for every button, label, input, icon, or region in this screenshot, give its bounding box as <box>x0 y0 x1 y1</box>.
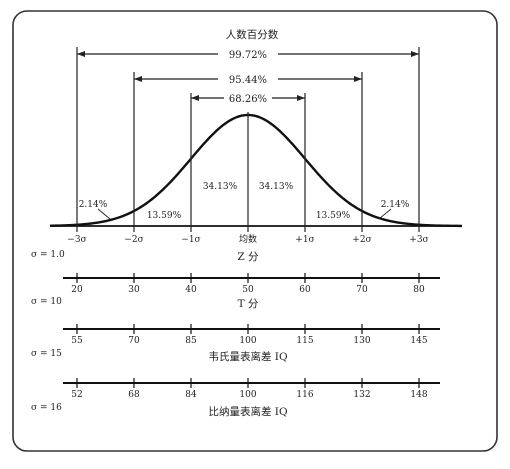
region-right-outer: 2.14% <box>381 200 410 210</box>
bracket-68: 68.26% <box>191 94 305 105</box>
scale-z-tick-label: +3σ <box>409 235 428 245</box>
scale-stanford: 55 70 85 100 115 130 145 σ = 15 韦氏量表离差 I… <box>31 324 440 363</box>
normal-curve <box>49 113 463 228</box>
scale-stanford-tick-label: 115 <box>296 336 313 346</box>
scale-binet-tick-label: 116 <box>296 390 313 400</box>
region-left-outer-pointer <box>97 208 111 220</box>
scale-binet: 52 68 84 100 116 132 148 σ = 16 比纳量表离差 I… <box>31 378 440 418</box>
scale-t-tick-label: 30 <box>128 285 140 295</box>
scale-z-tick-label: +1σ <box>295 235 314 245</box>
scale-stanford-tick-label: 130 <box>353 336 370 346</box>
scale-binet-tick-label: 52 <box>71 390 82 400</box>
scale-t-tick-label: 50 <box>242 285 254 295</box>
scale-z-tick-label: 均数 <box>239 233 257 245</box>
scale-binet-tick-label: 68 <box>128 390 140 400</box>
scale-binet-sigma: σ = 16 <box>31 403 62 413</box>
scale-binet-tick-label: 100 <box>239 390 256 400</box>
scale-t-tick-label: 80 <box>413 285 425 295</box>
scale-stanford-title: 韦氏量表离差 IQ <box>208 350 287 363</box>
scale-t-title: T 分 <box>238 298 259 310</box>
scale-stanford-tick-label: 85 <box>185 336 197 346</box>
scale-stanford-tick-label: 145 <box>410 336 427 346</box>
scale-z-title: Z 分 <box>237 251 259 263</box>
region-right-outer-pointer <box>378 208 392 220</box>
bracket-68-label: 68.26% <box>229 94 267 105</box>
scale-t-tick-label: 60 <box>299 285 311 295</box>
scale-stanford-sigma: σ = 15 <box>31 349 62 359</box>
scale-binet-title: 比纳量表离差 IQ <box>208 405 287 418</box>
scale-binet-tick-label: 132 <box>353 390 370 400</box>
diagram-title: 人数百分数 <box>226 28 279 41</box>
scale-stanford-tick-label: 55 <box>71 336 83 346</box>
scale-binet-tick-label: 84 <box>185 390 197 400</box>
region-left-mid: 13.59% <box>147 211 182 221</box>
scale-z-tick-label: −1σ <box>181 235 200 245</box>
scale-z-tick-label: +2σ <box>352 235 371 245</box>
scale-t: 20 30 40 50 60 70 80 σ = 10 T 分 <box>31 273 440 310</box>
figure-frame <box>12 10 498 452</box>
bracket-95: 95.44% <box>134 75 362 86</box>
scale-binet-tick-label: 148 <box>410 390 427 400</box>
scale-z-tick-label: −2σ <box>124 235 143 245</box>
region-left-outer: 2.14% <box>79 200 108 210</box>
bracket-95-label: 95.44% <box>229 75 267 86</box>
scale-stanford-tick-label: 70 <box>128 336 140 346</box>
scale-t-tick-label: 70 <box>356 285 368 295</box>
region-right-inner: 34.13% <box>259 182 294 192</box>
region-left-inner: 34.13% <box>203 182 238 192</box>
scale-t-tick-label: 40 <box>185 285 197 295</box>
bracket-99-label: 99.72% <box>229 50 267 61</box>
scale-stanford-tick-label: 100 <box>239 336 256 346</box>
region-right-mid: 13.59% <box>316 211 351 221</box>
scale-z-sigma: σ = 1.0 <box>31 250 65 260</box>
bracket-99: 99.72% <box>77 47 419 61</box>
scale-z-tick-label: −3σ <box>67 235 86 245</box>
scale-t-sigma: σ = 10 <box>31 297 62 307</box>
scale-t-tick-label: 20 <box>71 285 83 295</box>
scale-z: −3σ −2σ −1σ 均数 +1σ +2σ +3σ σ = 1.0 Z 分 <box>31 233 429 263</box>
